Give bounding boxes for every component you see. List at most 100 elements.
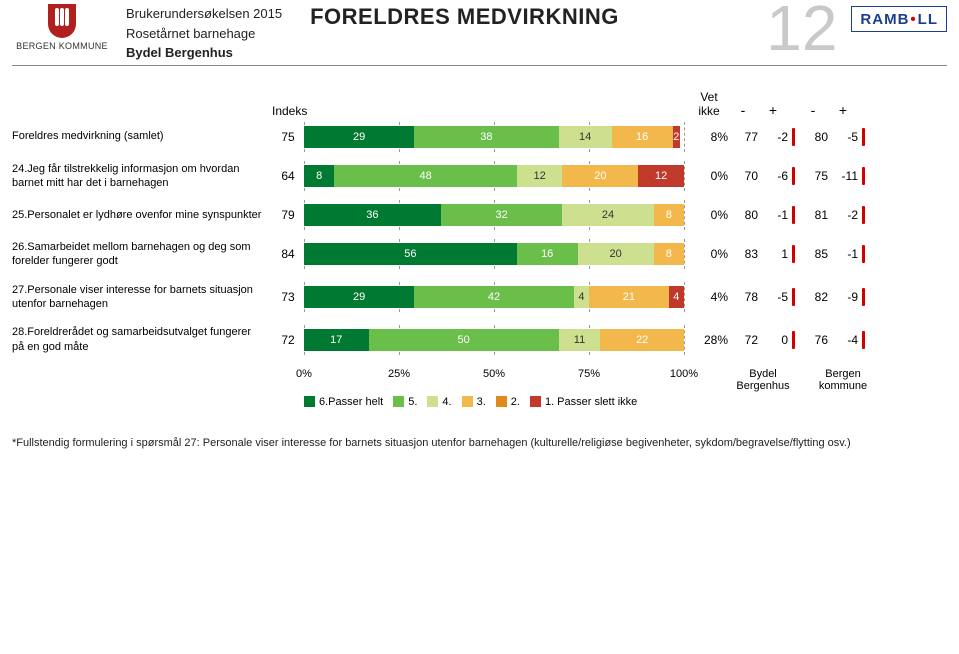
legend-label: 4. bbox=[442, 396, 451, 408]
page-title: FORELDRES MEDVIRKNING bbox=[310, 4, 619, 30]
separator-icon bbox=[788, 331, 798, 349]
bar-segment: 8 bbox=[304, 165, 334, 187]
data-row: 24.Jeg får tilstrekkelig informasjon om … bbox=[12, 162, 947, 191]
stacked-bar: 29424214 bbox=[304, 286, 684, 308]
row-index: 84 bbox=[272, 247, 304, 261]
separator-icon bbox=[858, 288, 868, 306]
footnote: *Fullstendig formulering i spørsmål 27: … bbox=[12, 436, 947, 451]
row-index: 73 bbox=[272, 290, 304, 304]
separator-icon bbox=[788, 245, 798, 263]
bar-segment: 8 bbox=[654, 243, 684, 265]
comp-bergen-diff: -2 bbox=[828, 208, 858, 222]
col-indeks: Indeks bbox=[272, 104, 304, 118]
tick-75: 75% bbox=[578, 368, 600, 380]
comp-bydel-diff: 0 bbox=[758, 333, 788, 347]
legend-label: 5. bbox=[408, 396, 417, 408]
separator-icon bbox=[788, 128, 798, 146]
comp-bergen-diff: -4 bbox=[828, 333, 858, 347]
row-label: 28.Foreldrerådet og samarbeidsutvalget f… bbox=[12, 325, 272, 354]
row-label: 25.Personalet er lydhøre ovenfor mine sy… bbox=[12, 208, 272, 222]
axis-ticks: 0% 25% 50% 75% 100% bbox=[304, 368, 684, 384]
comp-bydel-diff: 1 bbox=[758, 247, 788, 261]
bar-segment: 48 bbox=[334, 165, 516, 187]
data-row: 28.Foreldrerådet og samarbeidsutvalget f… bbox=[12, 325, 947, 354]
comp-bergen-val: 76 bbox=[798, 333, 828, 347]
data-row: Foreldres medvirkning (samlet)7529381416… bbox=[12, 126, 947, 148]
legend-item: 6.Passer helt bbox=[304, 396, 383, 408]
comp-bergen-val: 75 bbox=[798, 169, 828, 183]
page-number: 12 bbox=[766, 0, 837, 58]
survey-info: Brukerundersøkelsen 2015 Rosetårnet barn… bbox=[126, 4, 282, 63]
comp-bydel-val: 78 bbox=[728, 290, 758, 304]
separator-icon bbox=[788, 288, 798, 306]
bar-segment: 21 bbox=[589, 286, 669, 308]
stacked-bar: 5616208 bbox=[304, 243, 684, 265]
x-axis: 0% 25% 50% 75% 100% Bydel Bergenhus Berg… bbox=[12, 368, 947, 392]
legend-swatch-icon bbox=[462, 396, 473, 407]
vet-ikke-value: 0% bbox=[684, 208, 728, 222]
bar-segment: 11 bbox=[559, 329, 601, 351]
bergen-header: Bergen kommune bbox=[808, 368, 878, 392]
bar-segment: 42 bbox=[414, 286, 574, 308]
separator-icon bbox=[858, 206, 868, 224]
legend-item: 4. bbox=[427, 396, 451, 408]
row-index: 64 bbox=[272, 169, 304, 183]
col-vetikke: Vet ikke bbox=[684, 90, 728, 118]
stacked-bar: 3632248 bbox=[304, 204, 684, 226]
comp-bydel-val: 77 bbox=[728, 130, 758, 144]
column-headers: Indeks Vet ikke - + - + bbox=[12, 90, 947, 118]
survey-name: Brukerundersøkelsen 2015 bbox=[126, 4, 282, 24]
bar-segment: 12 bbox=[517, 165, 563, 187]
vet-ikke-value: 0% bbox=[684, 169, 728, 183]
comp-bydel-val: 83 bbox=[728, 247, 758, 261]
legend-item: 1. Passer slett ikke bbox=[530, 396, 637, 408]
legend-swatch-icon bbox=[427, 396, 438, 407]
comp-bydel-val: 72 bbox=[728, 333, 758, 347]
legend-label: 3. bbox=[477, 396, 486, 408]
row-index: 72 bbox=[272, 333, 304, 347]
bar-segment: 29 bbox=[304, 286, 414, 308]
rows-container: Foreldres medvirkning (samlet)7529381416… bbox=[12, 126, 947, 354]
comp-bydel-val: 80 bbox=[728, 208, 758, 222]
bydel-header: Bydel Bergenhus bbox=[728, 368, 798, 392]
bergen-shield-icon bbox=[48, 4, 76, 38]
col-plus-1: + bbox=[758, 102, 788, 118]
org-logo-block: BERGEN KOMMUNE bbox=[12, 4, 112, 51]
report-page: BERGEN KOMMUNE Brukerundersøkelsen 2015 … bbox=[0, 0, 959, 463]
data-row: 27.Personale viser interesse for barnets… bbox=[12, 283, 947, 312]
comp-bergen-val: 81 bbox=[798, 208, 828, 222]
comp-bydel-diff: -2 bbox=[758, 130, 788, 144]
vet-ikke-value: 4% bbox=[684, 290, 728, 304]
legend-swatch-icon bbox=[304, 396, 315, 407]
tick-0: 0% bbox=[296, 368, 312, 380]
row-index: 75 bbox=[272, 130, 304, 144]
separator-icon bbox=[858, 167, 868, 185]
vet-ikke-value: 28% bbox=[684, 333, 728, 347]
legend-swatch-icon bbox=[496, 396, 507, 407]
comparison-headers: Bydel Bergenhus Bergen kommune bbox=[728, 368, 888, 392]
comp-bydel-val: 70 bbox=[728, 169, 758, 183]
comp-bergen-diff: -11 bbox=[828, 169, 858, 183]
vet-ikke-value: 8% bbox=[684, 130, 728, 144]
brand-logo: RAMB•LL bbox=[851, 6, 947, 32]
bar-segment: 36 bbox=[304, 204, 441, 226]
col-plus-2: + bbox=[828, 102, 858, 118]
bar-segment: 16 bbox=[612, 126, 673, 148]
org-name: BERGEN KOMMUNE bbox=[16, 41, 108, 51]
comp-bergen-val: 80 bbox=[798, 130, 828, 144]
bar-segment: 24 bbox=[562, 204, 653, 226]
bar-segment: 20 bbox=[562, 165, 638, 187]
comp-bergen-diff: -5 bbox=[828, 130, 858, 144]
data-row: 25.Personalet er lydhøre ovenfor mine sy… bbox=[12, 204, 947, 226]
comp-bergen-diff: -9 bbox=[828, 290, 858, 304]
legend-label: 1. Passer slett ikke bbox=[545, 396, 637, 408]
bar-segment: 2 bbox=[673, 126, 681, 148]
row-label: 26.Samarbeidet mellom barnehagen og deg … bbox=[12, 240, 272, 269]
tick-100: 100% bbox=[670, 368, 698, 380]
tick-50: 50% bbox=[483, 368, 505, 380]
comp-bydel-diff: -1 bbox=[758, 208, 788, 222]
bar-segment: 20 bbox=[578, 243, 654, 265]
stacked-bar: 17501122 bbox=[304, 329, 684, 351]
legend-swatch-icon bbox=[393, 396, 404, 407]
comp-bydel-diff: -6 bbox=[758, 169, 788, 183]
